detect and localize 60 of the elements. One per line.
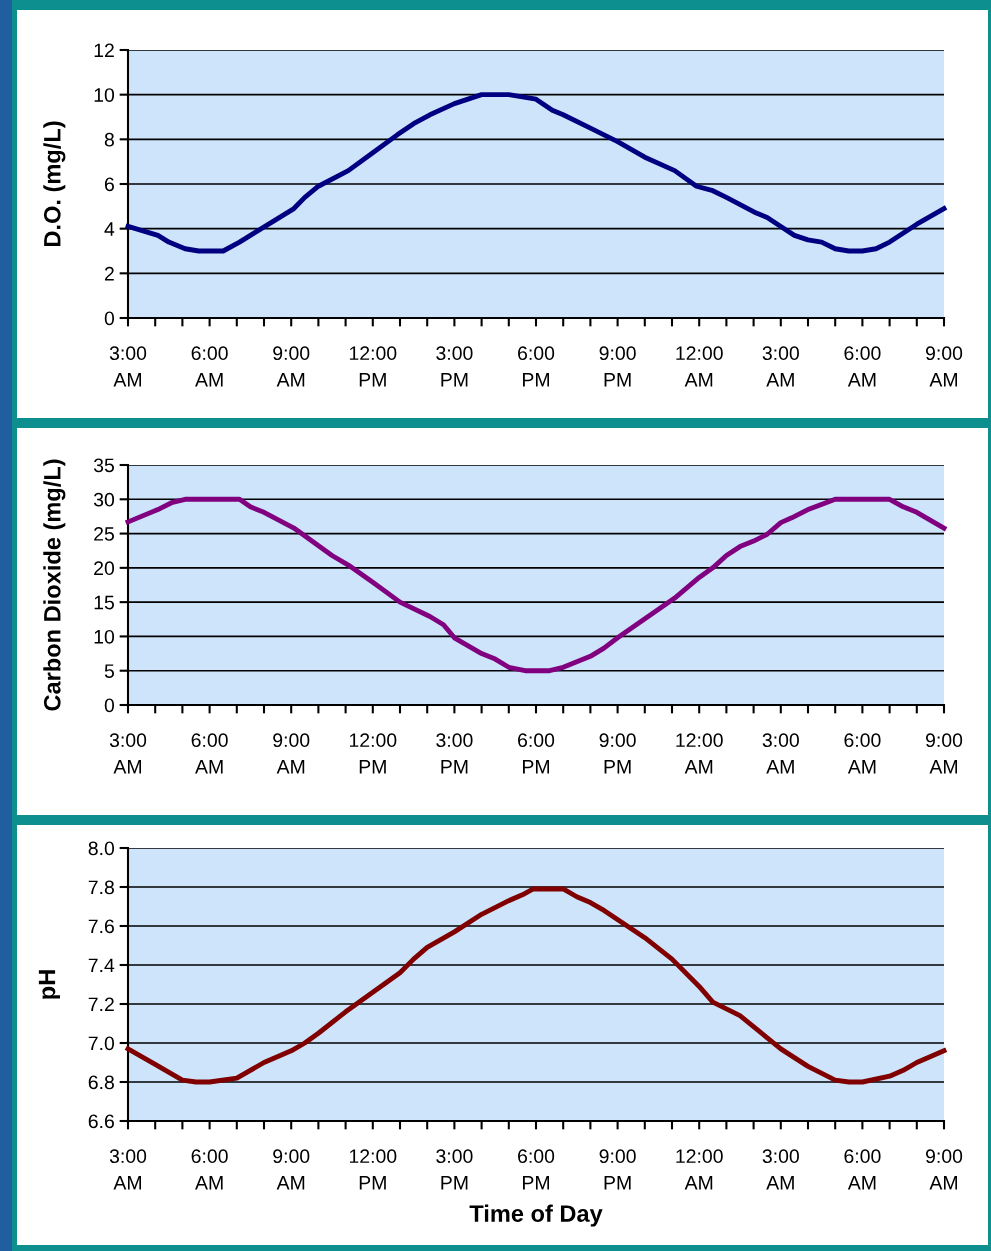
x-tick-label: 6:00 AM	[191, 346, 228, 387]
y-tick-label: 7.6	[88, 919, 114, 934]
x-tick-label: 9:00 AM	[925, 733, 963, 774]
y-tick-label: 2	[104, 266, 114, 281]
y-tick-label: 35	[93, 458, 114, 473]
y-tick-label: 15	[94, 595, 114, 610]
x-tick-label: 6:00 AM	[844, 346, 881, 387]
y-tick-label: 0	[104, 698, 115, 713]
x-tick-label: 3:00 AM	[109, 733, 147, 774]
y-axis-title: D.O. (mg/L)	[43, 121, 66, 247]
y-tick-label: 6.8	[88, 1075, 114, 1090]
y-tick-label: 7.2	[88, 997, 114, 1012]
y-tick-label: 6	[104, 177, 114, 192]
y-tick-label: 6.6	[88, 1114, 114, 1129]
x-tick-label: 9:00 AM	[273, 1149, 310, 1190]
x-tick-label: 9:00 AM	[925, 1149, 963, 1190]
x-tick-label: 6:00 PM	[518, 733, 555, 774]
x-tick-label: 6:00 PM	[518, 1149, 555, 1190]
x-tick-label: 9:00 PM	[599, 346, 636, 387]
y-tick-label: 10	[94, 629, 115, 644]
x-tick-label: 6:00 AM	[191, 733, 228, 774]
x-tick-label: 6:00 AM	[844, 1149, 881, 1190]
y-tick-label: 7.4	[88, 958, 115, 973]
x-tick-label: 3:00 AM	[762, 1149, 799, 1190]
y-tick-label: 8	[104, 132, 114, 147]
y-tick-label: 30	[93, 492, 115, 507]
x-tick-label: 3:00 AM	[762, 346, 799, 387]
x-tick-label: 9:00 AM	[273, 346, 310, 387]
x-tick-label: 9:00 PM	[599, 1149, 636, 1190]
x-tick-label: 6:00 AM	[191, 1149, 228, 1190]
x-tick-label: 12:00 AM	[676, 733, 723, 774]
x-tick-label: 12:00 AM	[676, 346, 723, 387]
y-tick-label: 8.0	[88, 841, 115, 856]
x-tick-label: 6:00 AM	[844, 733, 881, 774]
x-tick-label: 3:00 AM	[109, 1149, 147, 1190]
y-axis-title: pH	[38, 970, 60, 999]
x-tick-label: 12:00 PM	[349, 1149, 397, 1190]
y-tick-label: 4	[104, 222, 115, 236]
x-tick-label: 12:00 AM	[676, 1149, 723, 1190]
y-tick-label: 12	[94, 43, 114, 58]
x-tick-label: 12:00 PM	[349, 733, 397, 774]
x-tick-label: 3:00 PM	[436, 1149, 473, 1190]
y-tick-label: 7.8	[88, 880, 114, 895]
y-tick-label: 7.0	[88, 1036, 115, 1051]
x-tick-label: 3:00 AM	[762, 733, 799, 774]
x-tick-label: 9:00 AM	[273, 733, 310, 774]
y-tick-label: 20	[94, 561, 115, 576]
y-tick-label: 25	[94, 527, 114, 541]
x-tick-label: 9:00 AM	[925, 346, 963, 387]
x-tick-label: 9:00 PM	[599, 733, 636, 774]
y-tick-label: 10	[94, 88, 115, 102]
x-tick-label: 12:00 PM	[349, 346, 397, 387]
x-axis-title: Time of Day	[469, 1204, 603, 1227]
x-tick-label: 3:00 AM	[109, 346, 147, 387]
y-tick-label: 5	[104, 664, 114, 678]
x-tick-label: 3:00 PM	[436, 733, 473, 774]
x-tick-label: 6:00 PM	[518, 346, 555, 387]
x-tick-label: 3:00 PM	[436, 346, 473, 387]
y-tick-label: 0	[104, 311, 115, 326]
y-axis-title: Carbon Dioxide (mg/L)	[43, 459, 66, 711]
